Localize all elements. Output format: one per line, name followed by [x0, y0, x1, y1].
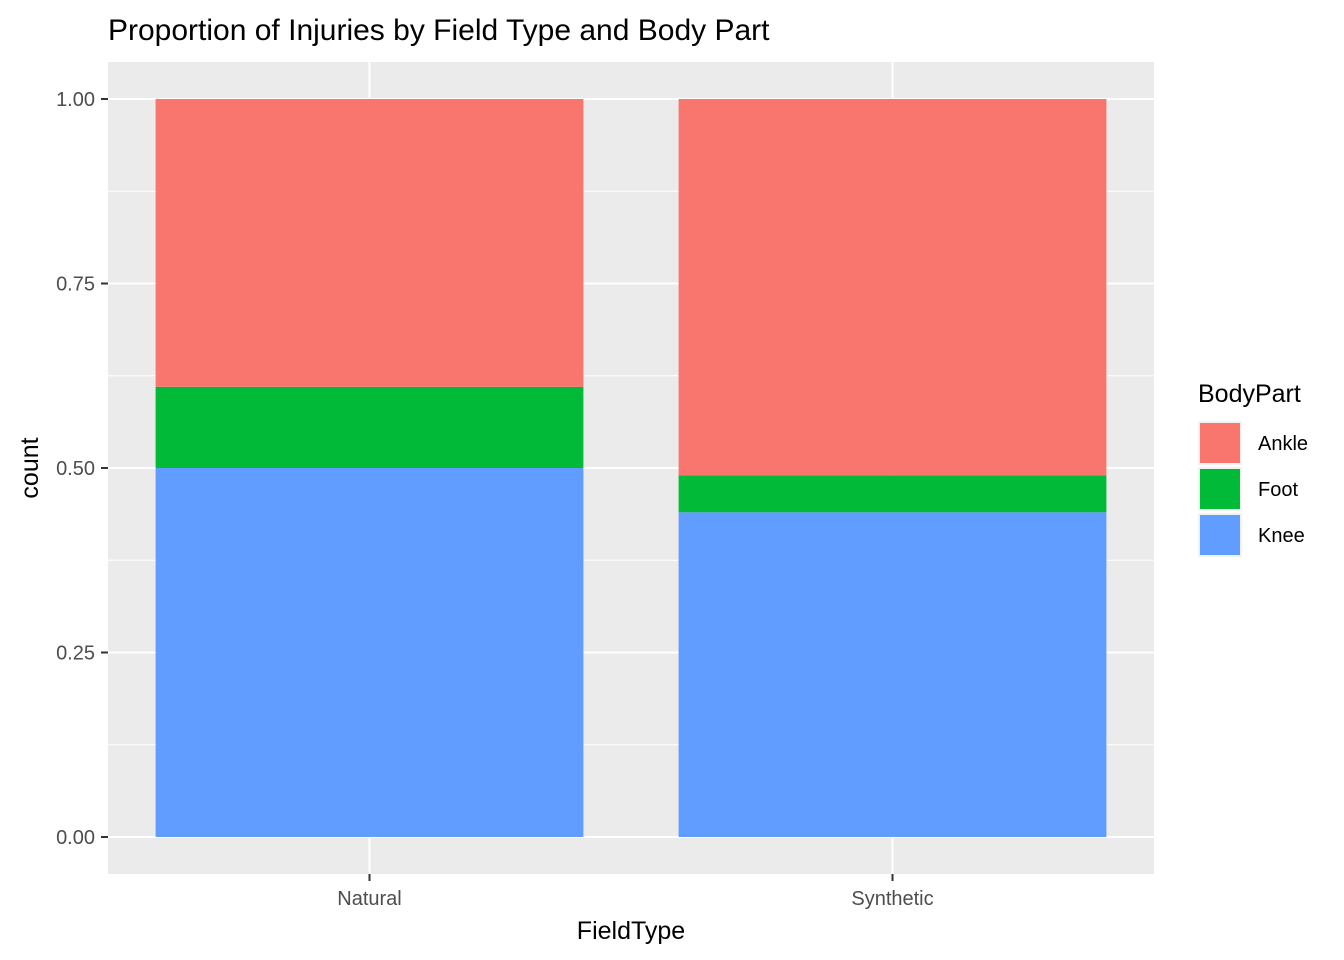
legend-label-knee: Knee [1258, 525, 1305, 547]
bars [155, 99, 1107, 837]
y-axis-title: count [16, 437, 44, 498]
bar-synthetic-knee [678, 512, 1107, 837]
legend-swatch-knee [1200, 515, 1240, 555]
y-tick-label: 0.25 [56, 643, 95, 665]
legend-label-ankle: Ankle [1258, 433, 1308, 455]
bar-natural-foot [155, 386, 584, 468]
y-tick-label: 1.00 [56, 89, 95, 111]
x-tick-label: Natural [337, 888, 401, 910]
bar-synthetic-ankle [678, 99, 1107, 476]
y-tick-label: 0.00 [56, 827, 95, 849]
y-tick-label: 0.75 [56, 274, 95, 296]
bar-synthetic-foot [678, 475, 1107, 513]
legend-swatch-ankle [1200, 423, 1240, 463]
x-axis: Natural Synthetic [337, 874, 934, 910]
chart-title: Proportion of Injuries by Field Type and… [108, 14, 770, 47]
x-axis-title: FieldType [577, 917, 685, 945]
legend-entries: Ankle Foot Knee [1198, 421, 1308, 557]
y-tick-label: 0.50 [56, 458, 95, 480]
legend: BodyPart Ankle Foot Knee [1198, 380, 1308, 557]
bar-natural-knee [155, 468, 584, 837]
x-tick-label: Synthetic [851, 888, 933, 910]
legend-swatch-foot [1200, 469, 1240, 509]
bar-natural-ankle [155, 99, 584, 387]
legend-label-foot: Foot [1258, 479, 1298, 501]
y-axis: 0.00 0.25 0.50 0.75 1.00 [56, 89, 108, 849]
legend-title: BodyPart [1198, 380, 1301, 408]
